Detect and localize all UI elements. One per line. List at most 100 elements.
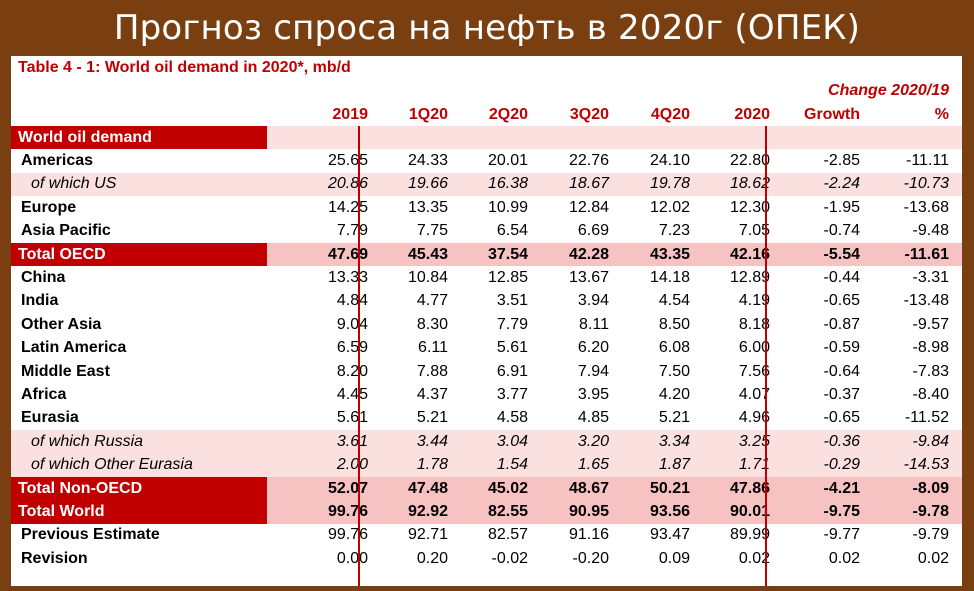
table-cell: 1.87 [658, 456, 690, 474]
table-row: of which US 20.86 19.66 16.38 18.67 19.78 18.6… [11, 172, 962, 197]
table-cell: -4.21 [823, 479, 860, 497]
table-cell: 8.11 [579, 315, 609, 333]
table-cell: 99.76 [327, 526, 368, 544]
table-cell: 3.95 [577, 385, 609, 403]
table-cell: 18.62 [729, 175, 770, 193]
row-label: Middle East [21, 360, 277, 383]
table-cell: 8.50 [658, 315, 690, 333]
row-label-text: Total Non-OECD [18, 479, 143, 497]
table-row: Total Non-OECD 52.07 47.48 45.02 48.67 50.21 4… [11, 476, 962, 501]
table-cell: 20.01 [487, 152, 528, 170]
table-cell: -2.24 [823, 175, 860, 193]
table-cell: -3.31 [912, 269, 949, 287]
change-label: Change 2020/19 [828, 82, 949, 99]
table-cell: 6.69 [577, 222, 609, 240]
table-cell: 7.05 [738, 222, 770, 240]
row-label-text: Americas [21, 152, 94, 170]
table-row: China 13.33 10.84 12.85 13.67 14.18 12.89 -0.44… [11, 266, 962, 289]
table-cell: 4.45 [336, 385, 368, 403]
table-cell: 0.00 [336, 549, 368, 567]
table-cell: 37.54 [487, 245, 528, 263]
table-cell: -0.20 [572, 549, 609, 567]
table-cell: 19.66 [407, 175, 448, 193]
table-cell: -0.02 [491, 549, 528, 567]
table-cell: 12.30 [729, 198, 770, 216]
table-cell: 3.20 [577, 432, 609, 450]
table-cell: 0.20 [416, 549, 448, 567]
row-label-text: of which Russia [31, 432, 144, 450]
table-cell: 4.85 [577, 409, 609, 427]
table-cell: -0.59 [823, 339, 860, 357]
table-cell: -5.54 [823, 245, 860, 263]
table-cell: -1.95 [823, 198, 860, 216]
table-row: Asia Pacific 7.79 7.75 6.54 6.69 7.23 7.05 -0.7… [11, 220, 962, 243]
row-label-text: Eurasia [21, 409, 79, 427]
row-label: Eurasia [21, 407, 277, 430]
table-row: India 4.84 4.77 3.51 3.94 4.54 4.19 -0.65 -13.48 [11, 290, 962, 313]
table-cell: 12.89 [729, 269, 770, 287]
table-cell: -13.48 [903, 292, 949, 310]
table-cell: 3.61 [336, 432, 368, 450]
table-cell: 3.25 [738, 432, 770, 450]
table-cell: 6.11 [418, 339, 448, 357]
table-cell: 4.20 [658, 385, 690, 403]
table-body: World oil demand Americas 25.65 24.33 20.01… [11, 126, 962, 570]
table-cell: 9.04 [336, 315, 368, 333]
table-cell: 13.67 [568, 269, 609, 287]
table-cell: 93.47 [649, 526, 690, 544]
column-divider [765, 126, 767, 586]
table-cell: 89.99 [729, 526, 770, 544]
row-label-text: Asia Pacific [21, 222, 111, 240]
table-cell: 7.56 [738, 362, 770, 380]
table-cell: -0.87 [823, 315, 860, 333]
table-row: Total World 99.76 92.92 82.55 90.95 93.56 90.0… [11, 500, 962, 524]
table-cell: 6.08 [658, 339, 690, 357]
table-cell: 10.99 [487, 198, 528, 216]
column-header-percent: % [934, 106, 949, 123]
table-cell: -9.84 [912, 432, 949, 450]
table-cell: -0.65 [823, 292, 860, 310]
column-header-3q20: 3Q20 [569, 106, 609, 123]
table-row: Latin America 6.59 6.11 5.61 6.20 6.08 6.00 -0.… [11, 337, 962, 360]
table-cell: 4.54 [658, 292, 690, 310]
table-cell: 16.38 [487, 175, 528, 193]
table-cell: 92.71 [407, 526, 448, 544]
table-cell: 6.54 [496, 222, 528, 240]
table-cell: 13.35 [407, 198, 448, 216]
table-cell: 7.75 [416, 222, 448, 240]
row-label-text: Total World [18, 502, 105, 520]
table-cell: 6.00 [738, 339, 770, 357]
row-label: China [21, 266, 277, 289]
table-cell: 3.94 [577, 292, 609, 310]
table-cell: 4.84 [336, 292, 368, 310]
row-label-text: Revision [21, 549, 88, 567]
table-cell: 14.25 [327, 198, 368, 216]
table-cell: 48.67 [568, 479, 609, 497]
row-label: Total OECD [11, 242, 267, 267]
table-cell: 50.21 [649, 479, 690, 497]
table-cell: 47.48 [407, 479, 448, 497]
table-cell: 5.61 [336, 409, 368, 427]
table-cell: 10.84 [407, 269, 448, 287]
table-cell: 93.56 [649, 502, 690, 520]
table-cell: 3.77 [496, 385, 528, 403]
table-cell: -8.40 [912, 385, 949, 403]
table-cell: 7.50 [658, 362, 690, 380]
table-row: Revision 0.00 0.20 -0.02 -0.20 0.09 0.02 0.02 0.… [11, 547, 962, 570]
table-row: Other Asia 9.04 8.30 7.79 8.11 8.50 8.18 -0.87 -… [11, 313, 962, 336]
column-header-growth: Growth [804, 106, 860, 123]
row-label-text: China [21, 269, 66, 287]
table-cell: -0.44 [823, 269, 860, 287]
table-cell: 0.02 [828, 549, 860, 567]
table-cell: -11.11 [906, 152, 949, 170]
table-cell: 6.20 [577, 339, 609, 357]
table-cell: 45.43 [407, 245, 448, 263]
table-cell: 1.65 [577, 456, 609, 474]
table-cell: 12.84 [568, 198, 609, 216]
section-label: World oil demand [11, 126, 267, 150]
row-label: of which US [21, 173, 277, 196]
table-cell: -7.83 [912, 362, 949, 380]
table-cell: 47.86 [729, 479, 770, 497]
table-cell: 19.78 [649, 175, 690, 193]
table-cell: 42.28 [568, 245, 609, 263]
